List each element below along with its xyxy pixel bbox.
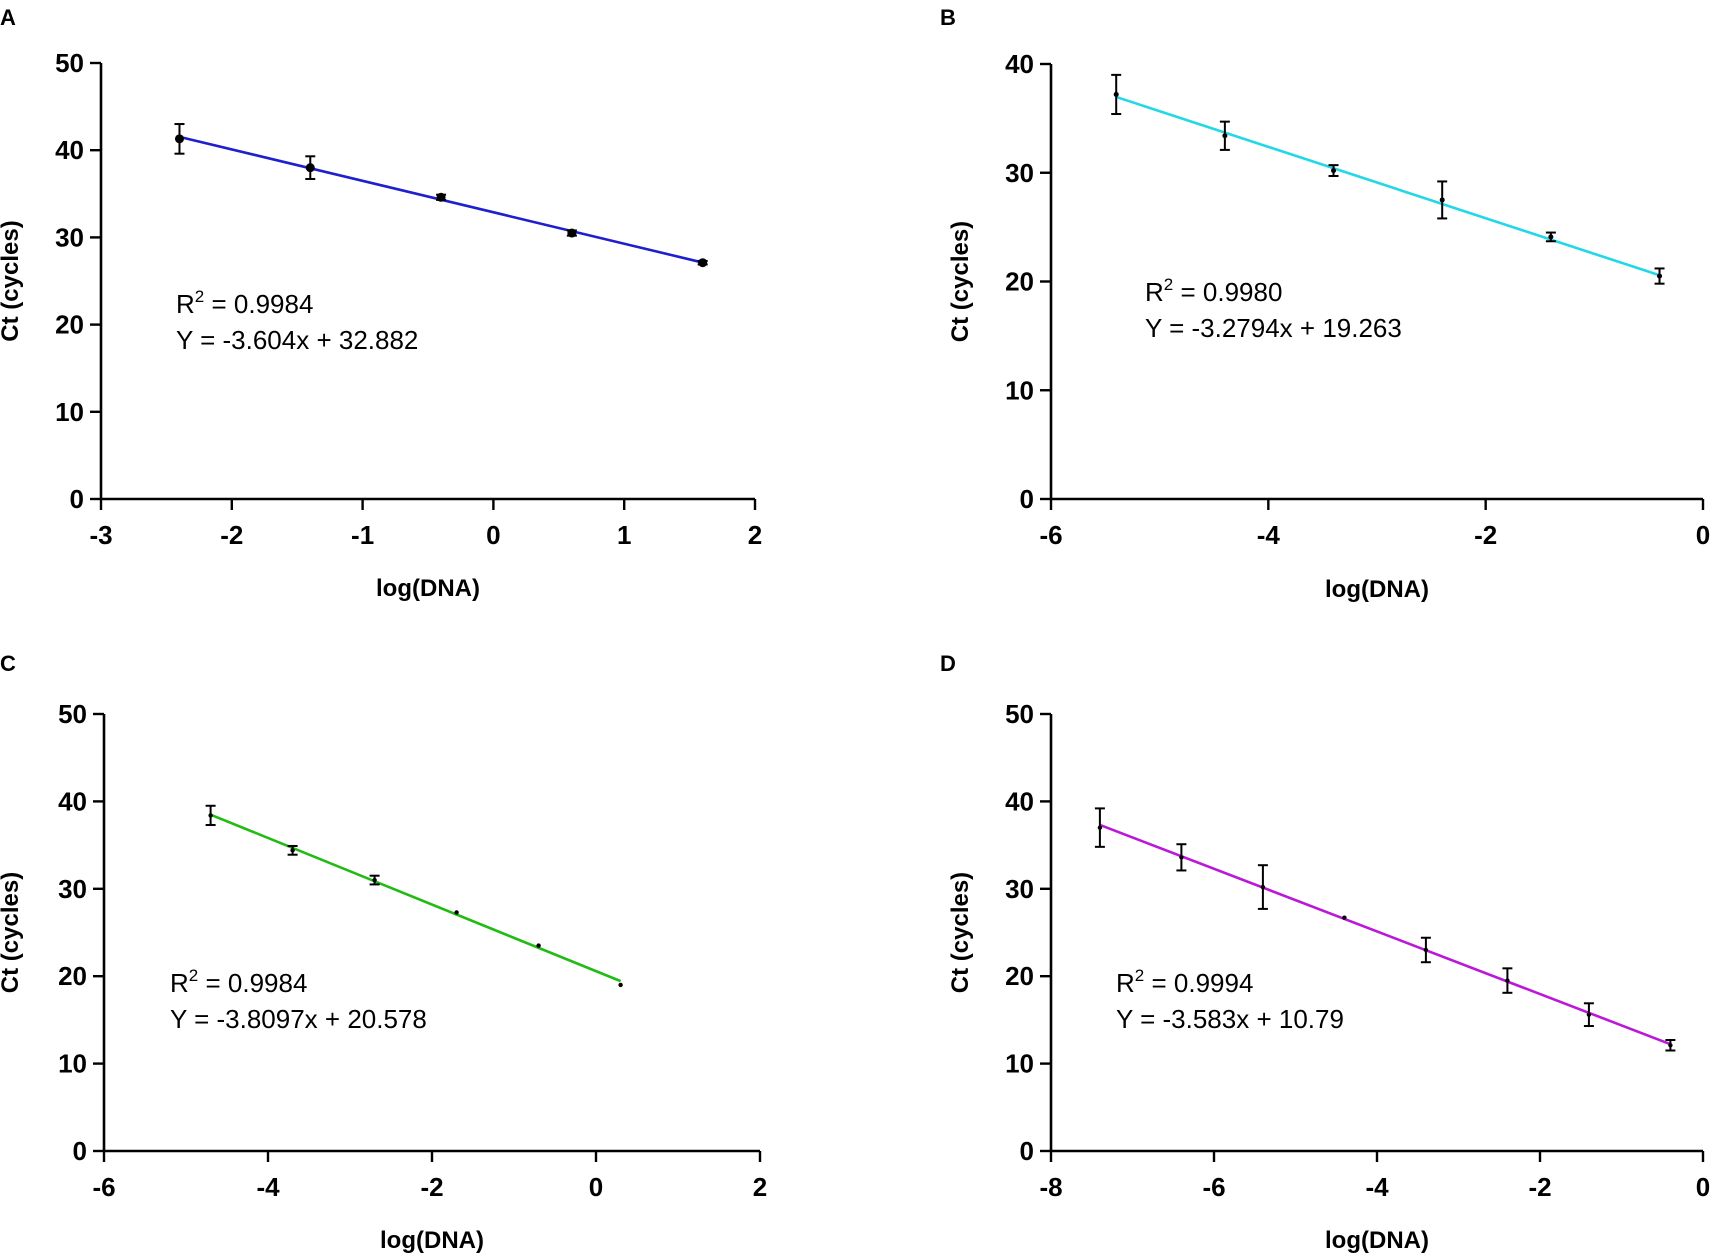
panel-b-y-tick-label: 30 bbox=[1005, 158, 1034, 188]
panel-d-x-axis-title: log(DNA) bbox=[1325, 1227, 1429, 1254]
panel-b-data-point bbox=[1548, 234, 1554, 240]
panel-a-y-tick-label: 40 bbox=[55, 135, 84, 165]
panel-d-letter: D bbox=[940, 651, 956, 676]
panel-b: B 0 10 20 30 40 -6 -4 -2 0 log(DNA) Ct (cycles) R2 =… bbox=[940, 5, 1710, 603]
panel-c-data-point bbox=[454, 910, 459, 915]
panel-b-data-point bbox=[1657, 273, 1663, 279]
panel-b-x-axis-title: log(DNA) bbox=[1325, 576, 1429, 603]
panel-d-equation: Y = -3.583x + 10.79 bbox=[1116, 1004, 1344, 1034]
panel-d-x-tick-label: -4 bbox=[1365, 1172, 1389, 1202]
panel-d-y-axis-title: Ct (cycles) bbox=[947, 872, 974, 993]
panel-c-y-tick-label: 50 bbox=[58, 699, 87, 729]
panel-c-equation: Y = -3.8097x + 20.578 bbox=[170, 1004, 427, 1034]
panel-d-x-tick-label: -2 bbox=[1528, 1172, 1551, 1202]
panel-a-x-tick-label: 1 bbox=[617, 520, 631, 550]
panel-a-data-point bbox=[436, 192, 446, 202]
panel-b-r-squared: R2 = 0.9980 bbox=[1145, 275, 1282, 307]
panel-d-data-point bbox=[1097, 825, 1103, 830]
panel-a-x-tick-label: 2 bbox=[748, 520, 762, 550]
panel-c-y-tick-label: 20 bbox=[58, 961, 87, 991]
panel-a-data-point bbox=[698, 258, 708, 268]
panel-d-data-point bbox=[1179, 855, 1184, 860]
panel-b-x-tick-label: -2 bbox=[1474, 520, 1497, 550]
panel-b-x-tick-label: -4 bbox=[1257, 520, 1281, 550]
panel-d-x-tick-label: 0 bbox=[1696, 1172, 1710, 1202]
panel-c-y-tick-label: 10 bbox=[58, 1049, 87, 1079]
panel-b-y-tick-label: 0 bbox=[1020, 484, 1034, 514]
panel-b-y-axis-title: Ct (cycles) bbox=[947, 221, 974, 342]
panel-b-fit-line bbox=[1115, 95, 1660, 277]
panel-d: D 0 10 20 30 40 50 -8 -6 -4 -2 0 log(DNA) Ct (cycles)… bbox=[940, 651, 1710, 1254]
panel-c-x-tick-label: -4 bbox=[256, 1172, 280, 1202]
panel-c: C 0 10 20 30 40 50 -6 -4 -2 0 2 log(DNA) Ct (cycles) R… bbox=[0, 651, 767, 1254]
panel-a-y-axis-title: Ct (cycles) bbox=[0, 220, 24, 341]
panel-c-x-tick-label: -2 bbox=[420, 1172, 443, 1202]
panel-d-y-tick-label: 20 bbox=[1005, 961, 1034, 991]
panel-a-data-point bbox=[305, 163, 315, 173]
panel-d-y-tick-label: 10 bbox=[1005, 1049, 1034, 1079]
panel-c-data-point bbox=[372, 877, 377, 883]
panel-b-data-point bbox=[1439, 197, 1445, 203]
panel-d-y-tick-label: 0 bbox=[1020, 1136, 1034, 1166]
panel-b-data-point bbox=[1331, 168, 1337, 174]
panel-a-r-squared: R2 = 0.9984 bbox=[176, 287, 313, 319]
panel-a-equation: Y = -3.604x + 32.882 bbox=[176, 325, 418, 355]
panel-b-y-tick-label: 40 bbox=[1005, 49, 1034, 79]
panel-c-data-point bbox=[208, 813, 213, 818]
panel-c-x-tick-label: 0 bbox=[589, 1172, 603, 1202]
panel-b-x-tick-label: 0 bbox=[1696, 520, 1710, 550]
panel-c-letter: C bbox=[0, 651, 16, 676]
panel-a-x-tick-label: -3 bbox=[89, 520, 112, 550]
panel-c-y-tick-label: 30 bbox=[58, 874, 87, 904]
panel-b-x-tick-label: -6 bbox=[1039, 520, 1062, 550]
panel-a-y-tick-label: 30 bbox=[55, 222, 84, 252]
panel-a-y-tick-label: 10 bbox=[55, 397, 84, 427]
panel-d-data-point bbox=[1423, 947, 1429, 953]
panel-a-y-tick-label: 50 bbox=[55, 48, 84, 78]
panel-a-letter: A bbox=[0, 5, 16, 30]
panel-a-data-point bbox=[567, 228, 577, 238]
panel-c-y-axis-title: Ct (cycles) bbox=[0, 872, 24, 993]
panel-d-r-squared: R2 = 0.9994 bbox=[1116, 966, 1253, 998]
panel-b-equation: Y = -3.2794x + 19.263 bbox=[1145, 313, 1402, 343]
panel-b-data-point bbox=[1113, 91, 1119, 97]
panel-d-y-tick-label: 40 bbox=[1005, 786, 1034, 816]
panel-d-fit-line bbox=[1099, 823, 1671, 1046]
panel-d-data-point bbox=[1260, 884, 1266, 890]
panel-a-y-tick-label: 20 bbox=[55, 310, 84, 340]
panel-d-data-point bbox=[1586, 1012, 1592, 1017]
panel-c-data-point bbox=[290, 848, 295, 853]
panel-b-y-tick-label: 10 bbox=[1005, 375, 1034, 405]
panel-c-y-tick-label: 40 bbox=[58, 786, 87, 816]
panel-a-x-tick-label: 0 bbox=[486, 520, 500, 550]
panel-c-x-tick-label: -6 bbox=[92, 1172, 115, 1202]
panel-a-x-tick-label: -2 bbox=[220, 520, 243, 550]
panel-d-y-tick-label: 50 bbox=[1005, 699, 1034, 729]
panel-c-fit-line bbox=[210, 813, 622, 983]
panel-a-data-point bbox=[174, 134, 184, 144]
panel-a-x-tick-label: -1 bbox=[351, 520, 374, 550]
panel-b-data-point bbox=[1222, 133, 1228, 139]
panel-c-x-tick-label: 2 bbox=[753, 1172, 767, 1202]
panel-d-data-point bbox=[1505, 978, 1510, 983]
panel-b-y-tick-label: 20 bbox=[1005, 267, 1034, 297]
panel-c-data-point bbox=[536, 943, 541, 948]
panel-c-x-axis-title: log(DNA) bbox=[380, 1227, 484, 1254]
panel-d-data-point bbox=[1668, 1043, 1673, 1048]
panel-d-y-tick-label: 30 bbox=[1005, 874, 1034, 904]
panel-a-y-tick-label: 0 bbox=[70, 484, 84, 514]
panel-c-data-point bbox=[618, 982, 623, 988]
panel-d-x-tick-label: -8 bbox=[1039, 1172, 1062, 1202]
panel-a-x-axis-title: log(DNA) bbox=[376, 575, 480, 602]
panel-b-letter: B bbox=[940, 5, 956, 30]
panel-d-x-tick-label: -6 bbox=[1202, 1172, 1225, 1202]
panel-d-data-point bbox=[1342, 915, 1347, 920]
panel-c-y-tick-label: 0 bbox=[73, 1136, 87, 1166]
panel-c-r-squared: R2 = 0.9984 bbox=[170, 966, 307, 998]
panel-a: A 0 10 20 30 40 50 -3 -2 -1 0 1 2 log(DNA) Ct (cycles)… bbox=[0, 5, 762, 602]
